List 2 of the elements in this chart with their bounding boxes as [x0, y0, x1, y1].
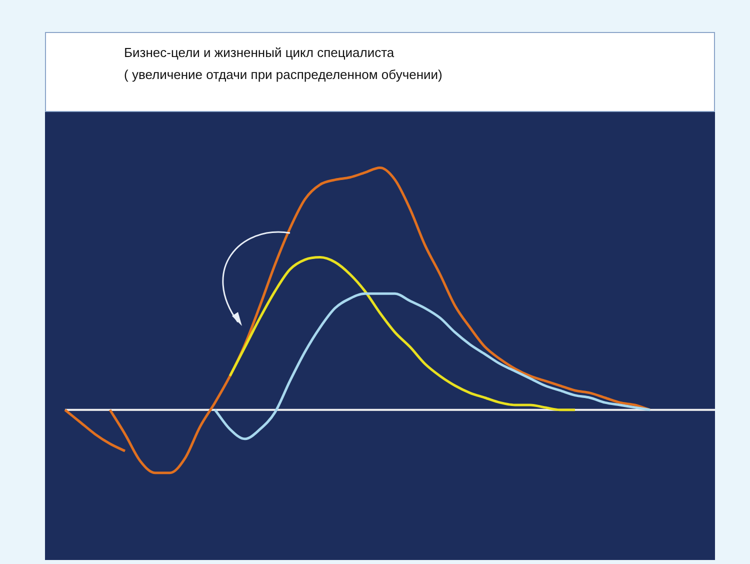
chart-subtitle: ( увеличение отдачи при распределенном обучении) — [124, 67, 442, 82]
chart-title: Бизнес-цели и жизненный цикл специалиста — [124, 45, 394, 60]
